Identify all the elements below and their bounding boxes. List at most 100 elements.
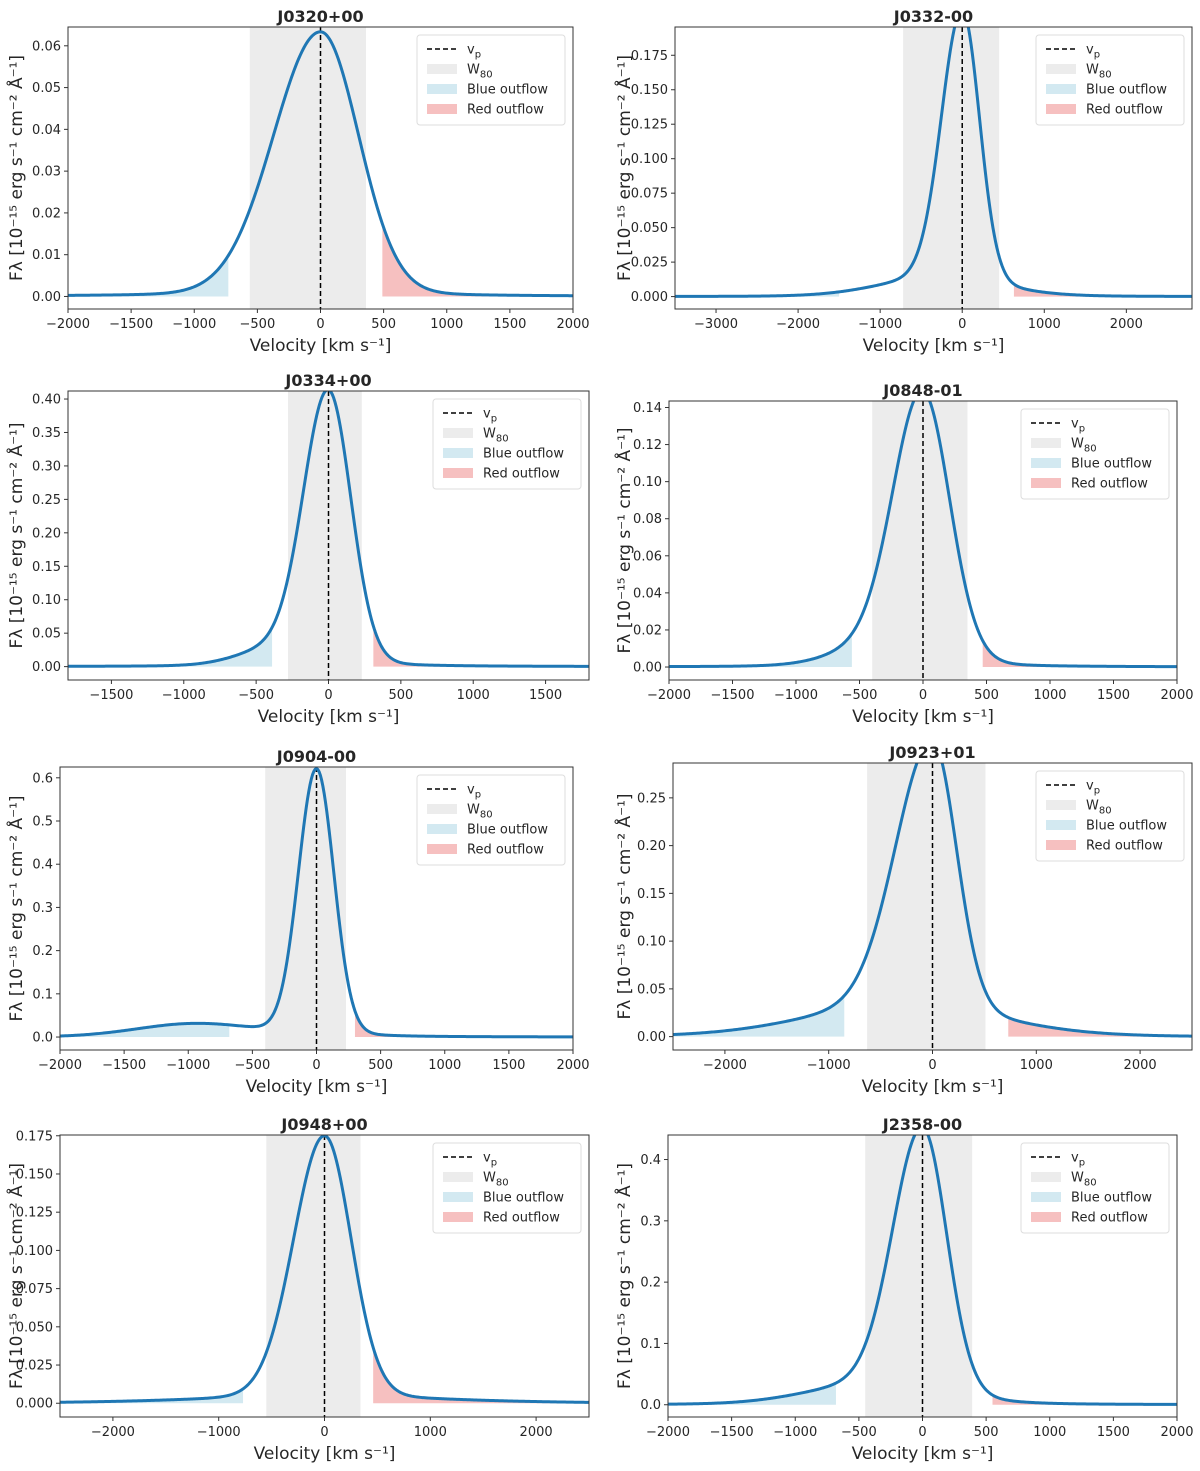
x-tick-label: −1500	[711, 688, 755, 703]
x-tick-label: −2000	[703, 1058, 747, 1073]
legend-blue-label: Blue outflow	[483, 1191, 564, 1206]
legend-red-swatch	[443, 1212, 473, 1222]
panel-J0923+01: −2000 −1000 0 1000 2000 0.00 0.05 0.10 0.15 0.20 0…	[613, 743, 1193, 1097]
x-tick-label: −1500	[89, 688, 133, 703]
panel-title: J0848-01	[882, 381, 962, 400]
y-tick-label: 0.02	[633, 623, 662, 638]
legend-w80-swatch	[1031, 438, 1061, 448]
x-tick-label: 1500	[1097, 688, 1130, 703]
line-profile-curve	[68, 391, 589, 668]
x-tick-label: 2000	[1110, 317, 1143, 332]
legend-blue-swatch	[443, 1192, 473, 1202]
line-profile-curve	[60, 1135, 589, 1404]
legend-w80-label: W80	[1086, 799, 1112, 817]
legend-blue-swatch	[1046, 84, 1076, 94]
w80-band	[266, 1135, 361, 1417]
legend-blue-label: Blue outflow	[1071, 1191, 1152, 1206]
legend-vp-label: vp	[1086, 43, 1100, 61]
legend-red-label: Red outflow	[483, 1211, 560, 1226]
x-axis-label: Velocity [km s⁻¹]	[258, 707, 400, 727]
legend-w80-swatch	[1046, 800, 1076, 810]
legend-red-swatch	[1046, 104, 1076, 114]
x-tick-label: −1000	[162, 688, 206, 703]
y-axis-label: Fλ [10⁻¹⁵ erg s⁻¹ cm⁻² Å⁻¹]	[5, 422, 27, 648]
x-tick-label: −1000	[172, 317, 216, 332]
x-tick-label: 2000	[556, 317, 589, 332]
legend-box	[416, 774, 566, 866]
y-axis-label: Fλ [10⁻¹⁵ erg s⁻¹ cm⁻² Å⁻¹]	[613, 427, 635, 653]
legend-vp-label: vp	[467, 783, 481, 801]
legend-red-label: Red outflow	[1086, 839, 1163, 854]
y-tick-label: 0.0	[640, 1398, 661, 1413]
blue-outflow-area	[673, 995, 845, 1037]
legend-w80-label: W80	[467, 63, 493, 81]
legend-vp-label: vp	[1071, 1151, 1085, 1169]
x-tick-label: −3000	[694, 317, 738, 332]
legend-blue-swatch	[1046, 820, 1076, 830]
y-axis-label: Fλ [10⁻¹⁵ erg s⁻¹ cm⁻² Å⁻¹]	[613, 55, 635, 281]
y-tick-label: 0.25	[32, 493, 61, 508]
y-tick-label: 0.06	[633, 549, 662, 564]
legend: vp W80 Blue outflow Red outflow	[1035, 34, 1185, 126]
y-tick-label: 0.15	[32, 560, 61, 575]
legend-w80-label: W80	[467, 803, 493, 821]
x-tick-label: −1000	[166, 1058, 210, 1073]
x-tick-label: 500	[371, 317, 396, 332]
x-axis-label: Velocity [km s⁻¹]	[254, 1444, 396, 1464]
legend-blue-swatch	[427, 824, 457, 834]
y-tick-label: 0.3	[32, 901, 53, 916]
panel-title: J0320+00	[276, 7, 363, 26]
red-outflow-area	[1008, 1017, 1192, 1037]
legend-w80-swatch	[1031, 1172, 1061, 1182]
y-tick-label: 0.10	[633, 475, 662, 490]
legend-w80-label: W80	[483, 1171, 509, 1189]
y-tick-label: 0.14	[633, 401, 662, 416]
legend-blue-label: Blue outflow	[1086, 83, 1167, 98]
line-profile-curve	[60, 767, 573, 1039]
panel-J0334+00: −1500 −1000 −500 0 500 1000 1500 0.00 0.05 0.10 0.…	[5, 371, 590, 727]
y-tick-label: 0.04	[32, 123, 61, 138]
x-tick-label: 1500	[529, 688, 562, 703]
line-profile-curve	[668, 1135, 1177, 1406]
legend: vp W80 Blue outflow Red outflow	[1020, 408, 1170, 500]
x-tick-label: 0	[316, 317, 324, 332]
legend-w80-label: W80	[1086, 63, 1112, 81]
y-tick-label: 0.100	[16, 1244, 53, 1259]
legend-box	[1020, 408, 1170, 500]
legend-box	[432, 1142, 582, 1234]
x-tick-label: 2000	[520, 1425, 553, 1440]
y-axis-label: Fλ [10⁻¹⁵ erg s⁻¹ cm⁻² Å⁻¹]	[5, 55, 27, 281]
x-axis-label: Velocity [km s⁻¹]	[863, 336, 1005, 356]
legend-box	[1020, 1142, 1170, 1234]
legend-vp-label: vp	[1071, 417, 1085, 435]
blue-outflow-area	[668, 1383, 836, 1405]
line-profile-curve	[675, 27, 1192, 298]
x-tick-label: −500	[841, 1425, 877, 1440]
y-tick-label: 0.00	[633, 661, 662, 676]
y-tick-label: 0.01	[32, 248, 61, 263]
legend-red-swatch	[1031, 478, 1061, 488]
y-tick-label: 0.075	[631, 187, 668, 202]
x-tick-label: 1000	[1033, 1425, 1066, 1440]
x-tick-label: 1000	[1028, 317, 1061, 332]
x-tick-label: 1000	[1033, 688, 1066, 703]
legend-blue-swatch	[1031, 458, 1061, 468]
legend: vp W80 Blue outflow Red outflow	[1020, 1142, 1170, 1234]
y-tick-label: 0.1	[32, 987, 53, 1002]
legend-vp-label: vp	[1086, 779, 1100, 797]
line-profile-curve	[68, 30, 573, 298]
x-tick-label: −500	[240, 317, 276, 332]
red-outflow-area	[373, 626, 589, 667]
x-tick-label: −1500	[102, 1058, 146, 1073]
y-tick-label: 0.150	[16, 1167, 53, 1182]
x-tick-label: 500	[974, 1425, 999, 1440]
x-tick-label: −500	[238, 688, 274, 703]
y-tick-label: 0.00	[637, 1030, 666, 1045]
red-outflow-area	[982, 640, 1177, 668]
x-tick-label: −1000	[197, 1425, 241, 1440]
legend-w80-swatch	[427, 804, 457, 814]
panel-title: J0923+01	[888, 743, 975, 762]
red-outflow-area	[1013, 284, 1192, 297]
x-tick-label: 0	[320, 1425, 328, 1440]
w80-band	[287, 391, 362, 680]
